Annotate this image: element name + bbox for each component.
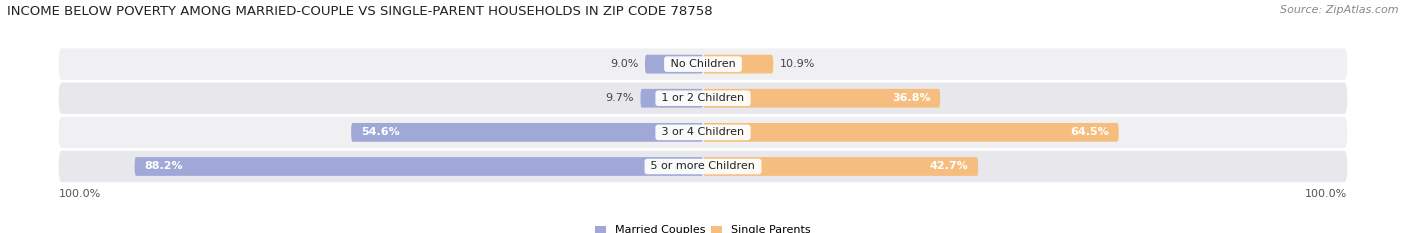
Text: 54.6%: 54.6%	[361, 127, 399, 137]
Text: 42.7%: 42.7%	[929, 161, 969, 171]
FancyBboxPatch shape	[59, 117, 1347, 148]
Text: 88.2%: 88.2%	[145, 161, 183, 171]
FancyBboxPatch shape	[59, 82, 1347, 114]
Text: 10.9%: 10.9%	[780, 59, 815, 69]
FancyBboxPatch shape	[135, 157, 703, 176]
Text: 36.8%: 36.8%	[891, 93, 931, 103]
FancyBboxPatch shape	[352, 123, 703, 142]
Text: 64.5%: 64.5%	[1070, 127, 1109, 137]
Text: 100.0%: 100.0%	[1305, 189, 1347, 199]
Text: 9.0%: 9.0%	[610, 59, 638, 69]
FancyBboxPatch shape	[641, 89, 703, 108]
Text: 1 or 2 Children: 1 or 2 Children	[658, 93, 748, 103]
Legend: Married Couples, Single Parents: Married Couples, Single Parents	[593, 223, 813, 233]
Text: 100.0%: 100.0%	[59, 189, 101, 199]
FancyBboxPatch shape	[703, 55, 773, 73]
Text: INCOME BELOW POVERTY AMONG MARRIED-COUPLE VS SINGLE-PARENT HOUSEHOLDS IN ZIP COD: INCOME BELOW POVERTY AMONG MARRIED-COUPL…	[7, 5, 713, 18]
Text: 5 or more Children: 5 or more Children	[647, 161, 759, 171]
Text: 9.7%: 9.7%	[606, 93, 634, 103]
FancyBboxPatch shape	[703, 89, 941, 108]
FancyBboxPatch shape	[645, 55, 703, 73]
Text: Source: ZipAtlas.com: Source: ZipAtlas.com	[1281, 5, 1399, 15]
FancyBboxPatch shape	[703, 157, 979, 176]
Text: No Children: No Children	[666, 59, 740, 69]
Text: 3 or 4 Children: 3 or 4 Children	[658, 127, 748, 137]
FancyBboxPatch shape	[703, 123, 1119, 142]
FancyBboxPatch shape	[59, 151, 1347, 182]
FancyBboxPatch shape	[59, 48, 1347, 80]
